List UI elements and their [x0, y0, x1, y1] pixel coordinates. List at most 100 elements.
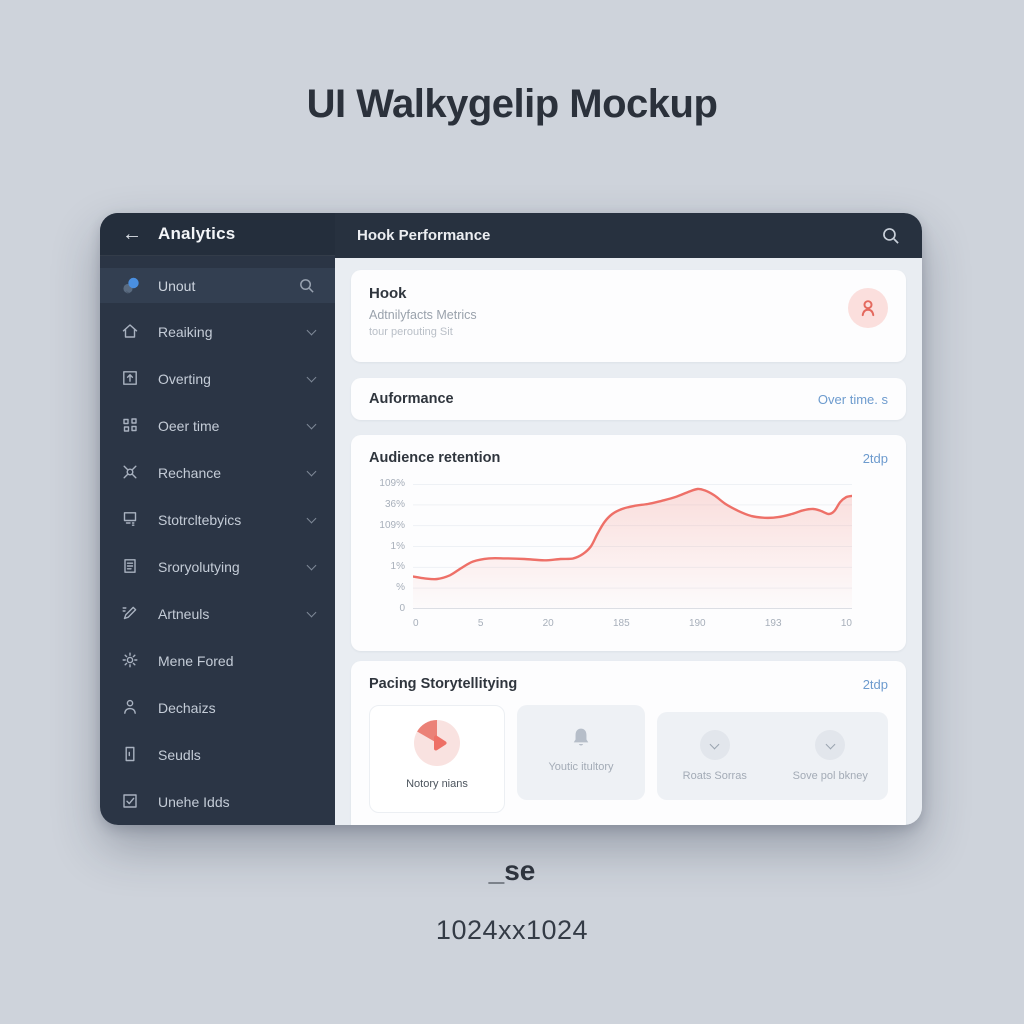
tile-roats[interactable]: Roats Sorras	[657, 712, 773, 800]
retention-action-link[interactable]: 2tdp	[862, 450, 888, 466]
sidebar-item-label: Oeer time	[158, 417, 220, 434]
sidebar-item-artneuls[interactable]: Artneuls	[100, 590, 335, 637]
search-icon[interactable]	[881, 226, 900, 245]
content: Hook Adtnilyfacts Metrics tour perouting…	[335, 258, 922, 825]
topbar-title: Hook Performance	[357, 227, 491, 244]
y-tick-label: 1%	[390, 540, 405, 552]
x-tick-label: 10	[840, 618, 852, 629]
pencil-icon	[120, 603, 142, 625]
chevron-down-button[interactable]	[699, 730, 730, 760]
tile-group: Roats Sorras Sove pol bkney	[657, 712, 888, 800]
retention-title: Audience retention	[369, 450, 501, 466]
chevron-down-icon	[709, 739, 720, 749]
chevron-down-icon	[825, 739, 836, 749]
tile-youtic[interactable]: Youtic itultory	[517, 705, 645, 800]
sidebar-item-overting[interactable]: Overting	[100, 355, 335, 402]
sidebar-item-label: Seudls	[158, 746, 201, 763]
sidebar-header: ← Analytics	[100, 213, 335, 257]
gear-icon	[120, 650, 142, 672]
x-tick-label: 5	[477, 618, 484, 629]
hook-card-description: tour perouting Sit	[369, 326, 453, 338]
topbar: Hook Performance	[335, 213, 922, 258]
tile-label: Roats Sorras	[682, 770, 747, 782]
sidebar-item-seudls[interactable]: Seudls	[100, 731, 335, 778]
tile-notory[interactable]: Notory nians	[369, 705, 505, 813]
document-icon	[120, 556, 142, 578]
chevron-down-icon	[306, 419, 317, 429]
footer-dimensions: 1024xx1024	[435, 915, 589, 945]
apps-cluster-icon	[120, 275, 142, 297]
checkbox-icon	[120, 791, 142, 813]
sidebar-item-sroryolutying[interactable]: Sroryolutying	[100, 543, 335, 590]
footer-caption: _se	[488, 855, 536, 886]
person-badge[interactable]	[848, 288, 888, 328]
y-tick-label: 109%	[379, 478, 405, 489]
sidebar-item-stotrcltebyics[interactable]: Stotrcltebyics	[100, 496, 335, 543]
y-tick-label: 0	[399, 603, 405, 614]
sidebar-item-oeer-time[interactable]: Oeer time	[100, 402, 335, 449]
spark-icon	[120, 462, 142, 484]
chevron-down-button[interactable]	[815, 730, 846, 760]
sidebar-item-label: Unout	[158, 277, 196, 294]
sidebar-item-unehe-idds[interactable]: Unehe Idds	[100, 778, 335, 825]
pie-chart-icon	[414, 720, 460, 766]
pacing-card-header: Pacing Storytellitying 2tdp	[369, 676, 888, 692]
pacing-title: Pacing Storytellitying	[369, 676, 518, 692]
over-time-link[interactable]: Over time. s	[817, 391, 888, 407]
pacing-card: Pacing Storytellitying 2tdp Notory nians	[351, 661, 906, 825]
sidebar-item-dechaizs[interactable]: Dechaizs	[100, 684, 335, 731]
back-arrow-icon[interactable]: ←	[122, 223, 142, 246]
chart-plot-area	[413, 484, 852, 609]
retention-card: Audience retention 2tdp 109% 36% 109% 1% 1%%…	[351, 435, 906, 651]
person-icon	[120, 697, 142, 719]
page-title: UI Walkygelip Mockup	[306, 82, 718, 126]
chevron-down-icon	[306, 325, 317, 335]
person-icon	[861, 300, 875, 317]
sidebar-item-label: Artneuls	[158, 605, 210, 622]
x-tick-label: 185	[613, 618, 630, 629]
chevron-down-icon	[306, 372, 317, 382]
sidebar-title: Analytics	[158, 224, 236, 244]
y-axis-labels: 109% 36% 109% 1% 1%% 0	[369, 479, 405, 614]
y-tick-label: %	[396, 582, 405, 594]
tile-label: Sove pol bkney	[792, 770, 868, 782]
hook-card-text: Hook Adtnilyfacts Metrics tour perouting…	[369, 285, 848, 338]
sidebar-item-unout[interactable]: Unout	[100, 268, 335, 303]
sidebar-item-label: Sroryolutying	[158, 558, 240, 575]
cards-icon	[120, 509, 142, 531]
sidebar-nav: Reaiking Overting Oeer time Rechance Sto…	[100, 303, 335, 825]
sidebar: ← Analytics Unout Reaiking	[100, 213, 335, 825]
y-tick-label: 109%	[379, 519, 405, 531]
x-axis-labels: 0 5 20 185 190 193 10	[413, 618, 852, 629]
hook-card-title: Hook	[369, 285, 407, 302]
sidebar-item-label: Mene Fored	[158, 652, 234, 669]
sidebar-item-rechance[interactable]: Rechance	[100, 449, 335, 496]
grid-icon	[120, 415, 142, 437]
x-tick-label: 190	[688, 618, 706, 629]
x-tick-label: 20	[542, 618, 554, 629]
chevron-down-icon	[306, 513, 317, 523]
sidebar-item-label: Overting	[158, 370, 211, 387]
export-icon	[120, 368, 142, 390]
sidebar-item-label: Unehe Idds	[158, 793, 230, 810]
x-tick-label: 193	[764, 618, 782, 629]
pacing-action-link[interactable]: 2tdp	[862, 676, 888, 692]
tile-label: Notory nians	[406, 778, 468, 790]
app-window: ← Analytics Unout Reaiking	[100, 213, 922, 825]
tile-sove[interactable]: Sove pol bkney	[773, 712, 889, 800]
chevron-down-icon	[306, 466, 317, 476]
retention-chart: 109% 36% 109% 1% 1%% 0	[369, 479, 888, 614]
tile-label: Youtic itultory	[548, 761, 614, 773]
y-tick-label: 36%	[384, 498, 405, 510]
sidebar-item-mene-fored[interactable]: Mene Fored	[100, 637, 335, 684]
y-tick-label: 1%	[390, 561, 405, 573]
sidebar-item-reaiking[interactable]: Reaiking	[100, 308, 335, 355]
sidebar-item-label: Reaiking	[158, 323, 213, 340]
bell-icon	[568, 725, 594, 751]
home-icon	[120, 321, 142, 343]
chevron-down-icon	[306, 560, 317, 570]
auformance-card: Auformance Over time. s	[351, 378, 906, 420]
search-icon[interactable]	[298, 277, 315, 294]
main-area: Hook Performance Hook Adtnilyfacts Metri…	[335, 213, 922, 825]
x-tick-label: 0	[413, 618, 419, 629]
